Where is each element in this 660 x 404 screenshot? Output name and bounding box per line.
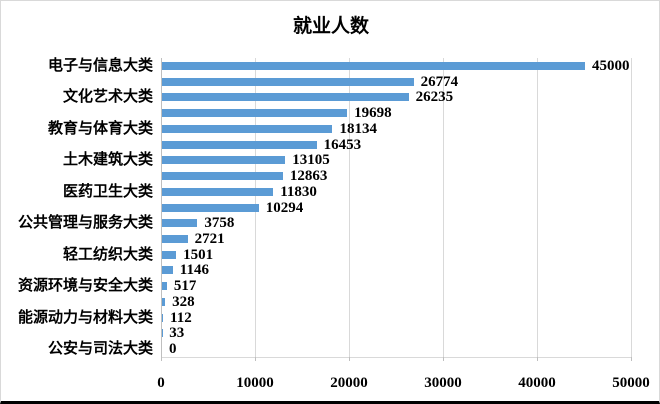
category-label: 公共管理与服务大类: [17, 215, 153, 232]
axis-tick: [255, 357, 256, 361]
bar: [162, 109, 348, 118]
bar-value-label: 10294: [265, 199, 304, 216]
bar-value-label: 18134: [339, 120, 377, 137]
bar-value-label: 13105: [292, 152, 330, 169]
axis-tick: [161, 357, 162, 361]
bar-value-label: 3758: [204, 215, 235, 232]
category-label: 医药卫生大类: [62, 183, 153, 200]
bar: [162, 282, 167, 291]
x-axis-tick-label: 40000: [518, 375, 556, 391]
bar: [162, 156, 286, 165]
bar: [162, 77, 414, 86]
gridline: [349, 58, 350, 357]
bar-value-label: 26235: [415, 89, 454, 106]
bar-value-label: 19698: [354, 105, 392, 122]
axis-tick: [443, 357, 444, 361]
bar-value-label: 0: [169, 341, 177, 358]
axis-tick: [631, 357, 632, 361]
bar-value-label: 12863: [289, 168, 328, 185]
value-axis-line: [161, 58, 162, 357]
x-axis-tick-label: 10000: [236, 375, 274, 391]
bar: [162, 124, 333, 133]
bar: [162, 250, 177, 259]
bar-value-label: 33: [169, 325, 185, 342]
category-label: 能源动力与材料大类: [17, 309, 153, 326]
x-axis-tick-label: 0: [157, 375, 165, 391]
axis-tick: [537, 357, 538, 361]
bar-value-label: 112: [170, 309, 192, 326]
bar: [162, 187, 274, 196]
category-label: 资源环境与安全大类: [17, 278, 153, 295]
category-label: 电子与信息大类: [47, 57, 153, 74]
category-label: 公安与司法大类: [47, 341, 153, 358]
category-label: 轻工纺织大类: [62, 246, 153, 263]
x-axis-tick-label: 30000: [424, 375, 462, 391]
category-label: 文化艺术大类: [62, 89, 153, 106]
bar: [162, 93, 409, 102]
bar-value-label: 26774: [420, 73, 459, 90]
x-axis-tick-label: 20000: [330, 375, 368, 391]
bar-value-label: 11830: [280, 183, 317, 200]
axis-tick: [349, 357, 350, 361]
bar-value-label: 16453: [323, 136, 362, 153]
gridline: [537, 58, 538, 357]
chart-title: 就业人数: [292, 16, 369, 37]
bar: [162, 297, 166, 306]
bar-value-label: 45000: [592, 57, 630, 74]
bar-value-label: 1146: [179, 262, 209, 279]
bar: [162, 313, 164, 322]
category-label: 土木建筑大类: [62, 152, 153, 169]
gridline: [631, 58, 632, 357]
bar-value-label: 328: [172, 293, 195, 310]
bar: [162, 172, 283, 181]
bar: [162, 61, 585, 70]
bar: [162, 266, 173, 275]
bar: [162, 203, 259, 212]
x-axis-tick-label: 50000: [612, 375, 650, 391]
plot-area: 45000 26774 26235 19698 18134 16453 13105 12863…: [161, 57, 632, 361]
bar-value-label: 517: [173, 278, 197, 295]
bar: [162, 140, 317, 149]
gridline: [443, 58, 444, 357]
bar: [162, 219, 198, 228]
bar-value-label: 2721: [194, 230, 225, 247]
bar-value-label: 1501: [183, 246, 214, 263]
category-label: 教育与体育大类: [47, 120, 153, 137]
bar: [162, 234, 188, 243]
